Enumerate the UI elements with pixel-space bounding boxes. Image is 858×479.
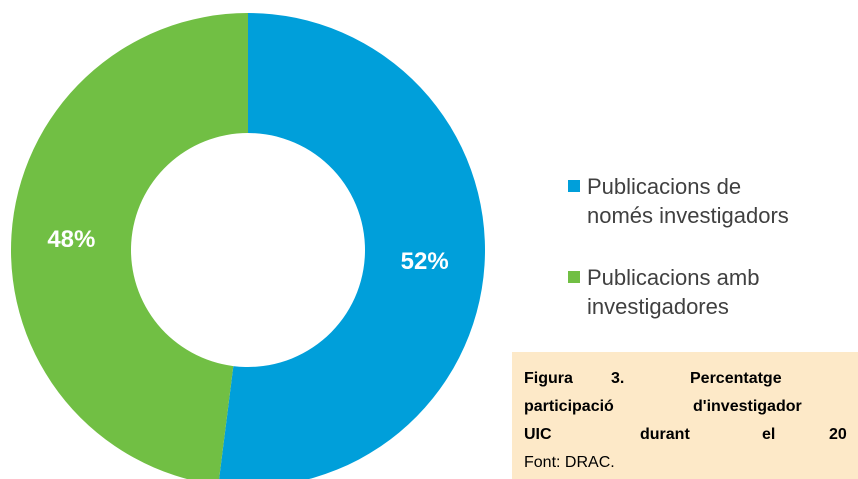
donut-slice [11, 13, 248, 479]
data-label: 52% [401, 248, 449, 275]
caption-word: participació [524, 398, 614, 415]
caption-word: Percentatge [690, 370, 782, 387]
legend-label: Publicacions de només investigadors [587, 174, 789, 228]
legend-item: Publicacions de només investigadors [568, 172, 798, 230]
legend-swatch [568, 271, 580, 283]
data-label: 48% [47, 226, 95, 253]
caption-word: 3. [611, 370, 625, 387]
caption-word: durant [640, 426, 690, 443]
caption-box: Font: DRAC. Figura 3. Percentatge participa… [512, 352, 858, 479]
caption-word: UIC [524, 426, 552, 443]
caption-word: el [762, 426, 776, 443]
caption-word: 20 [829, 426, 847, 443]
donut-slice [219, 13, 485, 479]
legend-item: Publicacions amb investigadores [568, 263, 798, 321]
legend-swatch [568, 180, 580, 192]
caption-word: Figura [524, 370, 573, 387]
legend-label: Publicacions amb investigadores [587, 265, 760, 319]
caption-word: d'investigador [693, 398, 802, 415]
caption-source: Font: DRAC. [524, 454, 615, 471]
